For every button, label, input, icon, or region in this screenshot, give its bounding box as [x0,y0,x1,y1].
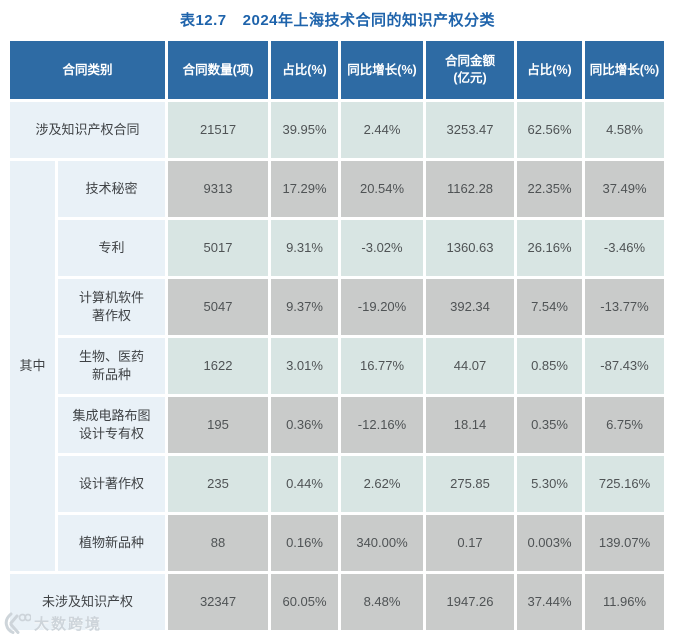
data-cell: 1622 [168,338,269,394]
data-cell: 0.36% [271,397,339,453]
data-cell: 1162.28 [426,161,515,217]
table-row-software-copyright: 计算机软件 著作权 5047 9.37% -19.20% 392.34 7.54… [10,279,665,335]
data-cell: -87.43% [585,338,665,394]
data-cell: 195 [168,397,269,453]
row-label: 集成电路布图 设计专有权 [58,397,166,453]
row-label: 生物、医药 新品种 [58,338,166,394]
table-title-text: 2024年上海技术合同的知识产权分类 [242,12,496,29]
data-cell: 11.96% [585,574,665,630]
data-cell: 5047 [168,279,269,335]
data-cell: 725.16% [585,456,665,512]
data-cell: 5.30% [517,456,583,512]
data-cell: 9.31% [271,220,339,276]
data-cell: 4.58% [585,102,665,158]
data-cell: 20.54% [341,161,424,217]
data-cell: 235 [168,456,269,512]
data-cell: 1947.26 [426,574,515,630]
data-cell: 6.75% [585,397,665,453]
table-row-tech-secret: 其中 技术秘密 9313 17.29% 20.54% 1162.28 22.35… [10,161,665,571]
data-cell: -3.46% [585,220,665,276]
table-number: 表12.7 [179,12,227,29]
data-cell: 3253.47 [426,102,515,158]
data-cell: 60.05% [271,574,339,630]
data-cell: 37.49% [585,161,665,217]
data-cell: 32347 [168,574,269,630]
data-cell: 2.44% [341,102,424,158]
data-cell: 0.35% [517,397,583,453]
table-row-ip-contracts: 涉及知识产权合同 21517 39.95% 2.44% 3253.47 62.5… [10,102,665,158]
data-cell: 2.62% [341,456,424,512]
data-cell: 340.00% [341,515,424,571]
data-cell: 62.56% [517,102,583,158]
header-cell-amount-yoy-growth: 同比增长(%) [585,41,665,99]
header-row: 合同类别 合同数量(项) 占比(%) 同比增长(%) 合同金额 (亿元) 占比(… [10,41,665,99]
data-cell: -3.02% [341,220,424,276]
table-row-design-copyright: 设计著作权 235 0.44% 2.62% 275.85 5.30% 725.1… [10,456,665,512]
data-cell: 37.44% [517,574,583,630]
watermark-text: 大数跨境 [34,615,103,633]
data-cell: 3.01% [271,338,339,394]
data-cell: -12.16% [341,397,424,453]
data-cell: 275.85 [426,456,515,512]
row-label: 未涉及知识产权 [10,574,166,630]
data-cell: 44.07 [426,338,515,394]
table-row-bio-medicine: 生物、医药 新品种 1622 3.01% 16.77% 44.07 0.85% … [10,338,665,394]
data-cell: 1360.63 [426,220,515,276]
data-cell: 88 [168,515,269,571]
data-cell: 16.77% [341,338,424,394]
table-row-ic-layout: 集成电路布图 设计专有权 195 0.36% -12.16% 18.14 0.3… [10,397,665,453]
data-cell: 0.16% [271,515,339,571]
row-label: 涉及知识产权合同 [10,102,166,158]
watermark: 大数跨境 [3,612,102,634]
data-cell: 7.54% [517,279,583,335]
row-label: 专利 [58,220,166,276]
data-cell: 22.35% [517,161,583,217]
header-cell-contract-amount: 合同金额 (亿元) [426,41,515,99]
row-label: 计算机软件 著作权 [58,279,166,335]
daishu-kuajing-logo-icon [3,612,31,634]
data-cell: 26.16% [517,220,583,276]
row-label: 技术秘密 [58,161,166,217]
data-cell: 21517 [168,102,269,158]
table-row-patent: 专利 5017 9.31% -3.02% 1360.63 26.16% -3.4… [10,220,665,276]
page-title: 表12.7 2024年上海技术合同的知识产权分类 [0,0,675,31]
row-label: 设计著作权 [58,456,166,512]
data-cell: 0.17 [426,515,515,571]
header-cell-count-share: 占比(%) [271,41,339,99]
data-cell: 392.34 [426,279,515,335]
row-label: 植物新品种 [58,515,166,571]
table-row-plant-variety: 植物新品种 88 0.16% 340.00% 0.17 0.003% 139.0… [10,515,665,571]
ip-classification-table: 合同类别 合同数量(项) 占比(%) 同比增长(%) 合同金额 (亿元) 占比(… [7,38,667,633]
data-cell: -19.20% [341,279,424,335]
data-cell: 39.95% [271,102,339,158]
data-cell: 0.003% [517,515,583,571]
data-cell: 9.37% [271,279,339,335]
header-cell-count-yoy-growth: 同比增长(%) [341,41,424,99]
data-cell: 139.07% [585,515,665,571]
table-row-non-ip-contracts: 未涉及知识产权 32347 60.05% 8.48% 1947.26 37.44… [10,574,665,630]
data-cell: 0.44% [271,456,339,512]
data-cell: 0.85% [517,338,583,394]
data-cell: 17.29% [271,161,339,217]
header-cell-contract-count: 合同数量(项) [168,41,269,99]
header-cell-amount-share: 占比(%) [517,41,583,99]
data-cell: -13.77% [585,279,665,335]
data-cell: 5017 [168,220,269,276]
header-cell-contract-type: 合同类别 [10,41,166,99]
data-cell: 8.48% [341,574,424,630]
data-cell: 18.14 [426,397,515,453]
data-cell: 9313 [168,161,269,217]
group-label-cell: 其中 [10,161,55,571]
